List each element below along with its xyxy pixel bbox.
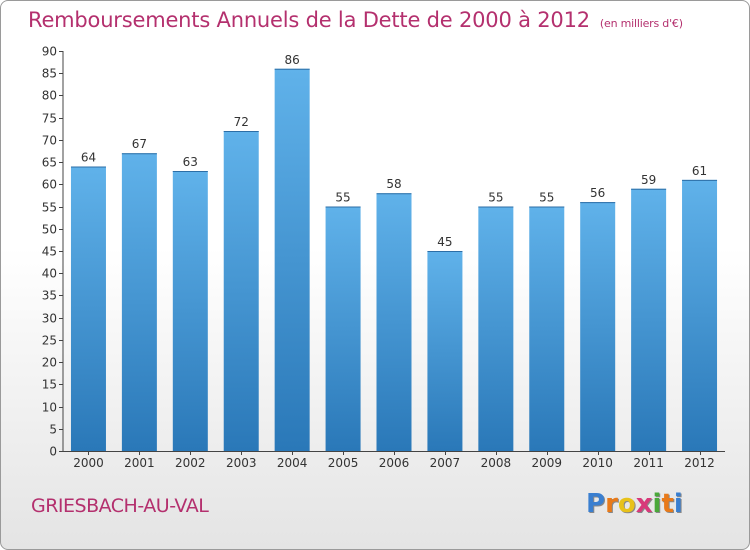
bar — [223, 131, 259, 451]
x-tick-label: 2006 — [379, 456, 410, 470]
bar — [376, 193, 412, 451]
x-tick-label: 2004 — [277, 456, 308, 470]
bar-value-label: 64 — [81, 151, 96, 165]
y-tick-label: 50 — [42, 223, 57, 237]
bar — [427, 251, 463, 451]
logo-letter: o — [617, 489, 636, 519]
x-tick-label: 2009 — [531, 456, 562, 470]
y-tick-label: 90 — [42, 45, 57, 59]
proxiti-logo[interactable]: Proxiti — [586, 489, 683, 519]
bar — [121, 153, 157, 451]
y-tick-label: 80 — [42, 89, 57, 103]
y-tick-label: 65 — [42, 156, 57, 170]
x-tick-label: 2010 — [582, 456, 613, 470]
y-tick-label: 45 — [42, 245, 57, 259]
y-tick-label: 75 — [42, 112, 57, 126]
bar-value-label: 55 — [335, 191, 350, 205]
bar-value-label: 45 — [437, 235, 452, 249]
y-tick-label: 20 — [42, 356, 57, 370]
x-tick-label: 2003 — [226, 456, 257, 470]
bar-value-label: 58 — [386, 177, 401, 191]
bar-value-label: 56 — [590, 186, 605, 200]
logo-letter: r — [605, 489, 618, 519]
bar — [274, 68, 310, 452]
x-tick-label: 2001 — [124, 456, 155, 470]
y-tick-label: 25 — [42, 334, 57, 348]
y-tick-label: 35 — [42, 289, 57, 303]
logo-letter: P — [586, 489, 606, 519]
x-tick-label: 2000 — [73, 456, 104, 470]
bar-value-label: 61 — [692, 164, 707, 178]
y-tick-label: 0 — [49, 445, 57, 459]
y-tick-label: 10 — [42, 401, 57, 415]
axes: 0 5 10 15 20 25 30 35 40 45 50 55 60 65 70 75 80 85 90 2000… — [42, 45, 725, 470]
y-tick-label: 55 — [42, 201, 57, 215]
y-tick-label: 70 — [42, 134, 57, 148]
bar — [70, 166, 106, 452]
x-tick-label: 2011 — [633, 456, 664, 470]
x-tick-label: 2012 — [684, 456, 715, 470]
y-tick-label: 60 — [42, 178, 57, 192]
bar — [478, 206, 514, 451]
bar-value-label: 67 — [132, 137, 147, 151]
bar — [682, 179, 718, 451]
bar-value-label: 86 — [285, 53, 300, 67]
commune-name: GRIESBACH-AU-VAL — [31, 495, 209, 517]
logo-letter: i — [673, 489, 683, 519]
bar — [325, 206, 361, 451]
y-tick-label: 85 — [42, 67, 57, 81]
chart-title: Remboursements Annuels de la Dette de 20… — [28, 8, 683, 32]
bar — [172, 171, 208, 451]
logo-letter: x — [635, 489, 653, 519]
title-text: Remboursements Annuels de la Dette de 20… — [28, 8, 590, 32]
bar-value-label: 59 — [641, 173, 656, 187]
bar — [529, 206, 565, 451]
bar-value-label: 72 — [234, 115, 249, 129]
bar-value-label: 63 — [183, 155, 198, 169]
y-tick-label: 40 — [42, 267, 57, 281]
y-tick-label: 5 — [49, 423, 57, 437]
bar-value-label: 55 — [539, 191, 554, 205]
y-tick-label: 30 — [42, 312, 57, 326]
bar — [631, 188, 667, 451]
x-tick-label: 2007 — [430, 456, 461, 470]
x-tick-label: 2008 — [481, 456, 512, 470]
logo-letter: i — [652, 489, 662, 519]
bars — [70, 68, 718, 452]
bar — [580, 202, 616, 451]
value-labels: 64 67 63 72 86 55 58 45 55 55 56 59 61 — [81, 53, 707, 249]
chart-subtitle: (en milliers d'€) — [599, 17, 683, 30]
y-tick-label: 15 — [42, 378, 57, 392]
x-tick-label: 2002 — [175, 456, 206, 470]
logo-letter: t — [661, 489, 674, 519]
bar-value-label: 55 — [488, 191, 503, 205]
x-tick-label: 2005 — [328, 456, 359, 470]
